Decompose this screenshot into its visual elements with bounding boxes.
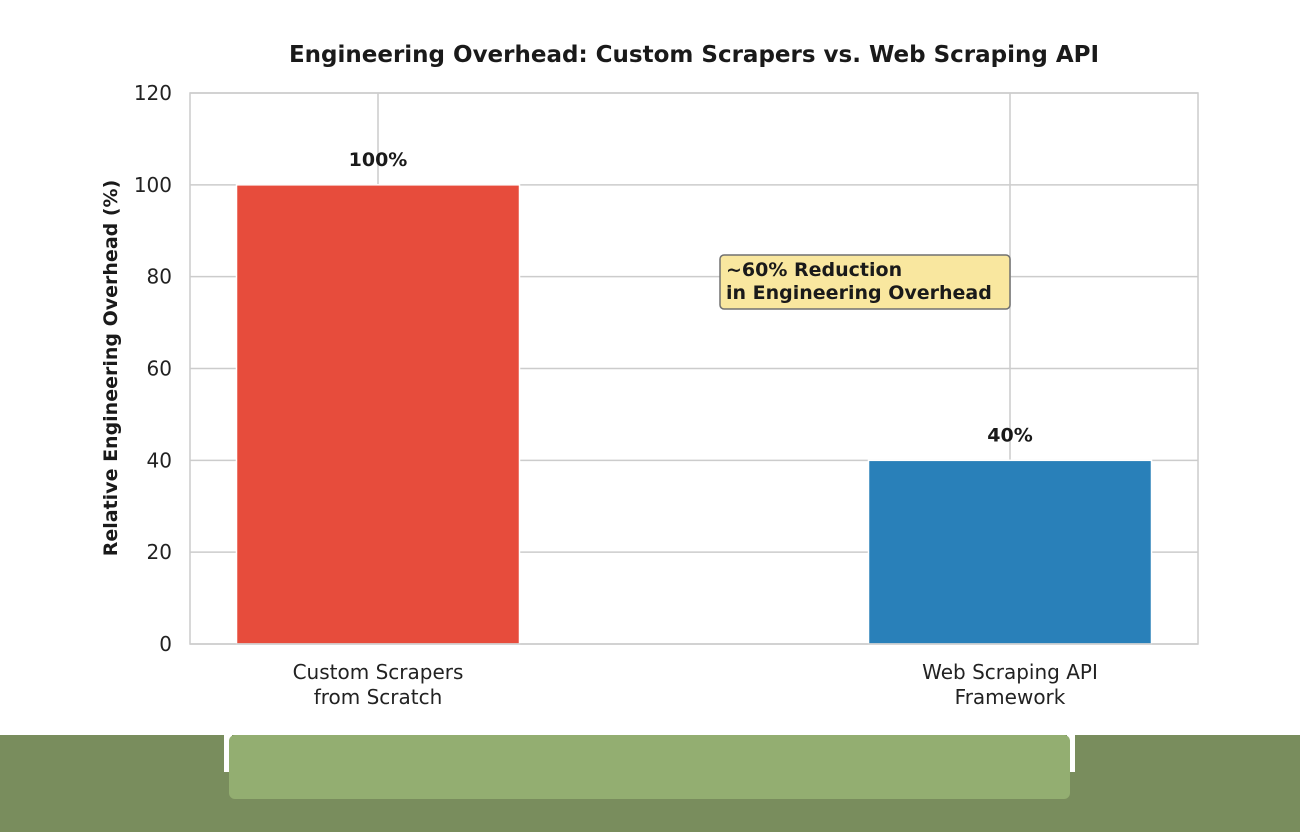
chart-title: Engineering Overhead: Custom Scrapers vs… xyxy=(289,42,1099,68)
y-tick-label: 20 xyxy=(147,540,172,564)
y-tick-label: 60 xyxy=(147,357,172,381)
x-tick-label: Custom Scrapers xyxy=(293,660,464,684)
y-axis-label: Relative Engineering Overhead (%) xyxy=(100,180,122,557)
x-tick-label: Framework xyxy=(955,685,1066,709)
footer-panel xyxy=(229,735,1070,799)
footer-gap-left xyxy=(224,735,232,772)
bars: 100% 40% xyxy=(235,149,1153,645)
x-tick-label: from Scratch xyxy=(314,685,443,709)
y-tick-label: 100 xyxy=(134,173,172,197)
footer-gap-right xyxy=(1067,735,1075,772)
y-tick-label: 40 xyxy=(147,448,172,472)
bar-chart: Engineering Overhead: Custom Scrapers vs… xyxy=(100,42,1199,709)
y-tick-label: 120 xyxy=(134,81,172,105)
plot-frame xyxy=(189,92,1199,645)
bar-value-label: 100% xyxy=(349,149,408,171)
annotation-text: ~60% Reduction xyxy=(726,259,902,281)
bar xyxy=(235,184,521,645)
annotation-box xyxy=(719,254,1011,310)
y-ticks: 0 20 40 60 80 100 120 xyxy=(134,81,172,656)
footer-tab-left xyxy=(0,735,224,772)
y-tick-label: 0 xyxy=(159,632,172,656)
bar-value-label: 40% xyxy=(987,424,1032,446)
x-tick-label: Web Scraping API xyxy=(922,660,1098,684)
bar xyxy=(867,459,1153,645)
annotation-text: in Engineering Overhead xyxy=(726,282,992,304)
y-tick-label: 80 xyxy=(147,265,172,289)
footer-tab-right xyxy=(1075,735,1300,772)
